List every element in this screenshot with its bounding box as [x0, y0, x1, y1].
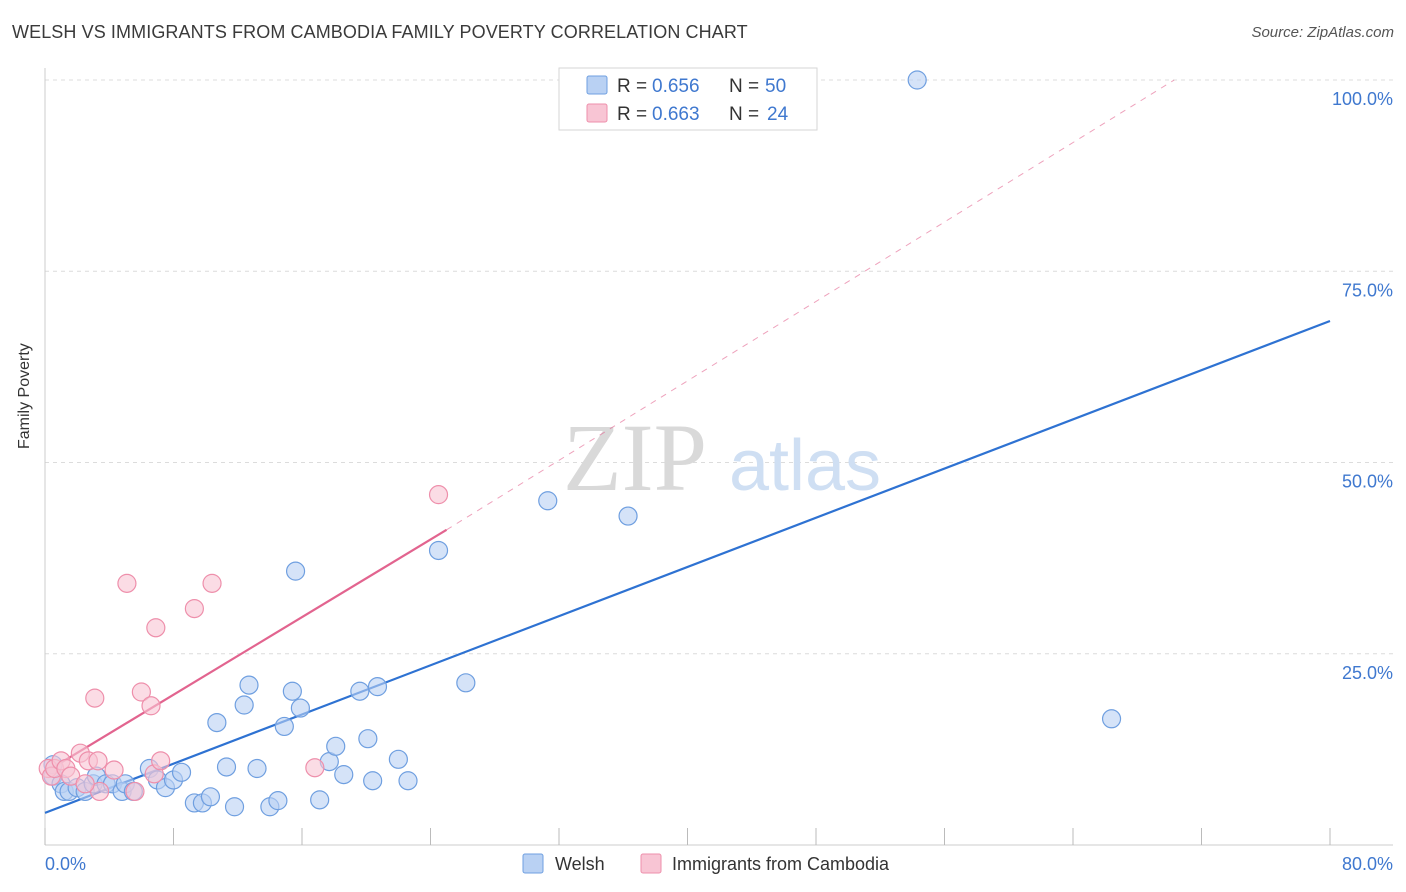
watermark-zip: ZIP: [563, 404, 707, 511]
welsh-point-49: [1101, 709, 1122, 729]
chart-title: WELSH VS IMMIGRANTS FROM CAMBODIA FAMILY…: [12, 22, 748, 42]
welsh-point-31: [282, 681, 302, 701]
legend-bottom: Welsh Immigrants from Cambodia: [522, 853, 890, 874]
watermark: ZIP atlas: [563, 404, 881, 511]
legend-cambodia-r-label: R =: [617, 104, 652, 125]
legend-welsh-n-label: N =: [729, 76, 764, 97]
cambodia-point-14: [131, 682, 151, 702]
welsh-point-45: [456, 673, 476, 693]
trend-lines: [44, 79, 1331, 814]
cambodia-point-15: [141, 696, 161, 716]
welsh-point-41: [367, 677, 388, 697]
welsh-point-26: [239, 675, 259, 695]
source-label: Source: ZipAtlas.com: [1251, 24, 1394, 41]
legend-bottom-cambodia-swatch: [640, 853, 662, 874]
legend-cambodia-r-value: 0.663: [652, 104, 700, 125]
welsh-point-27: [247, 758, 267, 779]
cambodia-point-8: [85, 688, 105, 708]
welsh-point-30: [274, 716, 294, 737]
cambodia-point-12: [117, 573, 137, 593]
cambodia-point-11: [104, 760, 124, 780]
legend-welsh-n-value: 50: [765, 76, 786, 97]
welsh-point-40: [363, 771, 383, 791]
y-tick-label-1: 50.0%: [1342, 472, 1393, 492]
legend-bottom-welsh-swatch: [522, 853, 544, 874]
gridlines: [45, 79, 1393, 655]
y-tick-label-3: 100.0%: [1332, 89, 1393, 109]
welsh-point-32: [285, 561, 306, 581]
welsh-trend-line: [44, 319, 1331, 814]
welsh-point-42: [388, 749, 408, 769]
welsh-point-21: [200, 787, 221, 807]
legend-welsh-swatch: [586, 75, 608, 95]
cambodia-trend-line: [44, 528, 448, 774]
tick-labels: 25.0% 50.0% 75.0% 100.0% 0.0% 80.0%: [45, 89, 1393, 874]
welsh-point-23: [216, 757, 237, 777]
cambodia-point-20: [202, 573, 222, 593]
cambodia-point-22: [428, 485, 449, 505]
welsh-point-38: [350, 681, 370, 701]
cambodia-point-17: [146, 618, 166, 638]
data-points: [38, 70, 1122, 817]
y-tick-label-0: 25.0%: [1342, 663, 1393, 683]
welsh-point-37: [334, 765, 354, 785]
cambodia-point-18: [151, 751, 171, 771]
cambodia-point-23: [75, 774, 95, 794]
legend-welsh-r-value: 0.656: [652, 76, 700, 97]
cambodia-point-13: [125, 781, 145, 802]
welsh-point-47: [618, 506, 638, 526]
watermark-atlas: atlas: [729, 426, 881, 506]
welsh-point-29: [268, 791, 288, 811]
cambodia-point-21: [305, 758, 325, 778]
welsh-point-24: [224, 797, 245, 817]
x-tick-label-0: 0.0%: [45, 854, 86, 874]
legend-bottom-welsh-label: Welsh: [555, 854, 605, 874]
cambodia-point-19: [184, 599, 204, 619]
legend-cambodia-swatch: [586, 103, 608, 123]
cambodia-trend-extension: [446, 79, 1175, 531]
welsh-point-36: [326, 736, 346, 756]
legend-top: R = 0.656 N = 50 R = 0.663 N = 24: [558, 67, 818, 131]
welsh-point-48: [907, 70, 927, 90]
x-tick-label-1: 80.0%: [1342, 854, 1393, 874]
welsh-point-44: [428, 540, 449, 561]
legend-cambodia-n-label: N =: [729, 104, 764, 125]
welsh-point-33: [290, 698, 310, 718]
welsh-point-22: [207, 712, 227, 733]
welsh-point-25: [234, 695, 254, 715]
cambodia-point-9: [88, 751, 108, 771]
welsh-point-46: [538, 491, 558, 511]
y-tick-label-2: 75.0%: [1342, 280, 1393, 300]
legend-bottom-cambodia-label: Immigrants from Cambodia: [672, 854, 890, 874]
welsh-point-43: [398, 771, 418, 791]
legend-cambodia-n-value: 24: [767, 104, 789, 125]
welsh-point-34: [310, 790, 330, 810]
axes: [44, 68, 1393, 846]
welsh-point-39: [358, 729, 378, 749]
legend-welsh-r-label: R =: [617, 76, 652, 97]
welsh-point-18: [171, 762, 192, 782]
